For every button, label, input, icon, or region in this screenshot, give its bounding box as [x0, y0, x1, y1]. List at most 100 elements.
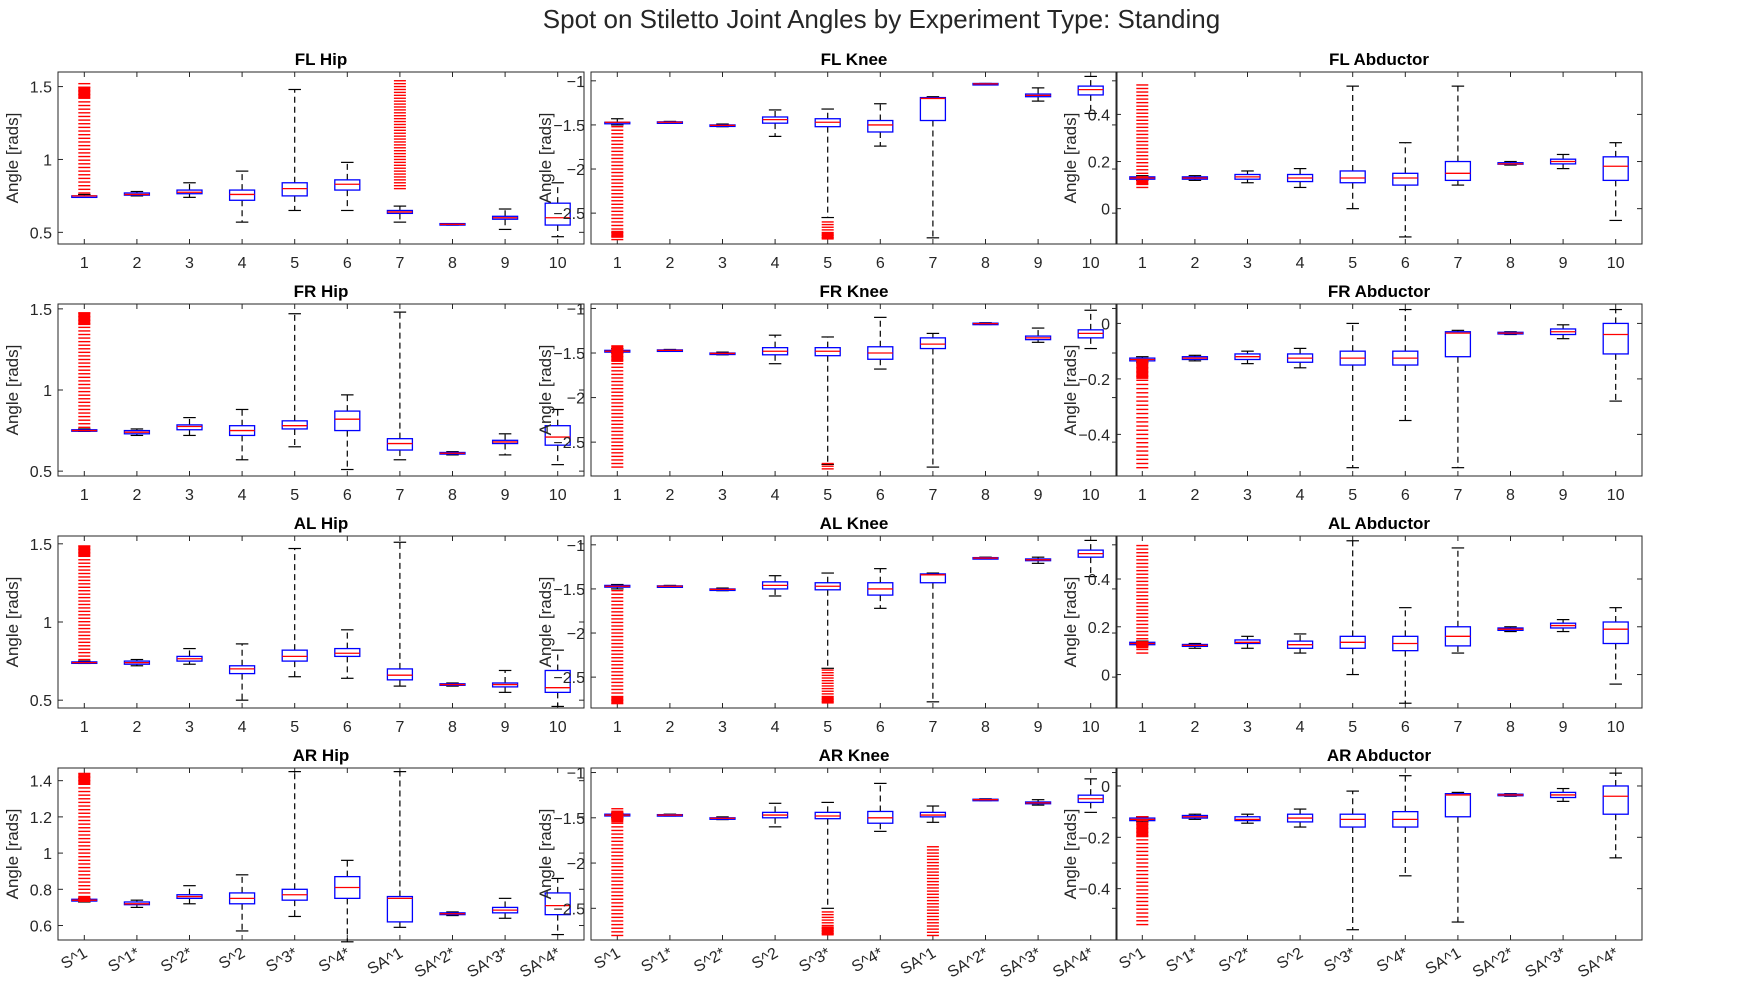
- box-2: [1181, 175, 1209, 181]
- x-tick-label: 9: [1034, 487, 1043, 504]
- box-8: [1497, 626, 1524, 633]
- y-tick-label: 0.5: [30, 464, 52, 481]
- y-tick-label: 1: [43, 615, 52, 632]
- box-8: [972, 322, 999, 326]
- x-tick-label: 8: [448, 719, 457, 736]
- y-tick-label: 1.5: [30, 80, 52, 97]
- box-10: [544, 649, 571, 708]
- x-tick-label: 2: [132, 719, 141, 736]
- box-3: [176, 416, 203, 437]
- x-tick-label: 6: [876, 719, 885, 736]
- y-tick-label: −0.2: [1078, 372, 1110, 389]
- x-tick-label: S^2*: [691, 945, 728, 976]
- box-9: [1024, 556, 1052, 564]
- subplot-title: FR Abductor: [1328, 282, 1431, 301]
- box-7: [1444, 85, 1472, 186]
- iqr-box: [281, 649, 308, 662]
- x-tick-label: 3: [185, 255, 194, 272]
- axes-frame: [1115, 767, 1643, 941]
- box-2: [1181, 354, 1209, 362]
- box-2: [123, 658, 151, 667]
- iqr-box: [1602, 785, 1629, 815]
- x-tick-label: 6: [343, 719, 352, 736]
- x-tick-label: S^1: [591, 945, 623, 973]
- box-2: [656, 584, 684, 588]
- y-tick-label: −1.5: [553, 582, 585, 599]
- x-tick-label: 8: [1506, 255, 1515, 272]
- iqr-box: [386, 438, 414, 451]
- x-tick-label: 9: [1559, 255, 1568, 272]
- iqr-box: [334, 179, 361, 191]
- x-tick-label: SA^2*: [945, 945, 992, 982]
- x-tick-label: 10: [1082, 487, 1100, 504]
- box-5: [281, 313, 308, 448]
- iqr-box: [334, 410, 361, 432]
- axes-frame: [1115, 535, 1643, 709]
- box-4: [761, 575, 789, 597]
- outlier-cluster: [821, 232, 834, 240]
- x-tick-label: S^1*: [1164, 945, 1201, 976]
- x-tick-label: S^4*: [1374, 945, 1411, 976]
- x-tick-label: 4: [238, 719, 247, 736]
- x-tick-label: SA^3*: [1523, 945, 1570, 982]
- x-tick-label: 2: [132, 255, 141, 272]
- x-tick-label: 4: [238, 487, 247, 504]
- x-tick-label: 1: [613, 719, 622, 736]
- box-2: [123, 428, 151, 437]
- box-7: [1444, 329, 1472, 469]
- box-S^2*: [709, 816, 736, 821]
- y-tick-label: −2.5: [553, 901, 585, 918]
- x-tick-label: 7: [1453, 487, 1462, 504]
- x-tick-label: S^2: [216, 945, 248, 973]
- box-S^1*: [123, 899, 151, 909]
- x-tick-label: 3: [185, 719, 194, 736]
- box-S^3*: [814, 801, 841, 936]
- box-4: [228, 170, 256, 223]
- x-tick-label: 4: [1296, 719, 1305, 736]
- x-tick-label: 8: [1506, 719, 1515, 736]
- box-3: [1234, 350, 1261, 365]
- outlier-cluster: [1136, 180, 1149, 186]
- x-tick-label: 3: [1243, 719, 1252, 736]
- x-tick-label: 7: [928, 487, 937, 504]
- y-tick-label: 1: [43, 152, 52, 169]
- y-axis-label: Angle [rads]: [3, 113, 22, 204]
- subplot-ar-hip: AR Hip 0.6 0.8 1 1.2 1.4 Angle [rads] S^1 S^1* S^…: [3, 746, 585, 982]
- x-tick-label: 5: [823, 487, 832, 504]
- box-6: [1392, 308, 1419, 422]
- iqr-box: [1602, 621, 1629, 645]
- outlier-cluster: [611, 345, 624, 362]
- box-S^2*: [176, 885, 203, 905]
- subplot-title: AR Abductor: [1327, 746, 1432, 765]
- axes-frame: [1115, 303, 1643, 477]
- box-3: [176, 182, 203, 198]
- iqr-box: [1444, 331, 1472, 358]
- y-tick-label: 0.2: [1088, 620, 1110, 637]
- box-10: [544, 408, 571, 466]
- x-tick-label: SA^1: [1423, 945, 1464, 979]
- y-tick-label: −2: [567, 856, 585, 873]
- outlier-markers: [393, 80, 406, 190]
- box-9: [491, 669, 519, 693]
- subplot-title: FL Abductor: [1329, 50, 1429, 69]
- x-tick-label: 7: [395, 487, 404, 504]
- box-10: [1077, 309, 1104, 350]
- y-axis-label: Angle [rads]: [536, 113, 555, 204]
- x-tick-label: S^4*: [849, 945, 886, 976]
- iqr-box: [1392, 172, 1419, 186]
- x-tick-label: SA^2*: [1470, 945, 1517, 982]
- box-7: [919, 572, 947, 703]
- box-S^2*: [1234, 813, 1261, 824]
- outlier-markers: [611, 125, 624, 241]
- x-tick-label: 1: [613, 487, 622, 504]
- subplot-fl-abductor: FL Abductor 0 0.2 0.4 Angle [rads] 1 2 3 4 5 6 7 8 9 1…: [1061, 50, 1643, 272]
- box-3: [709, 587, 736, 592]
- outlier-markers: [78, 82, 91, 194]
- x-tick-label: 3: [1243, 487, 1252, 504]
- box-5: [814, 572, 841, 704]
- x-tick-label: 9: [1034, 719, 1043, 736]
- box-3: [709, 351, 736, 356]
- box-8: [972, 82, 999, 86]
- x-tick-label: SA^2*: [412, 945, 459, 982]
- box-1: [604, 583, 631, 705]
